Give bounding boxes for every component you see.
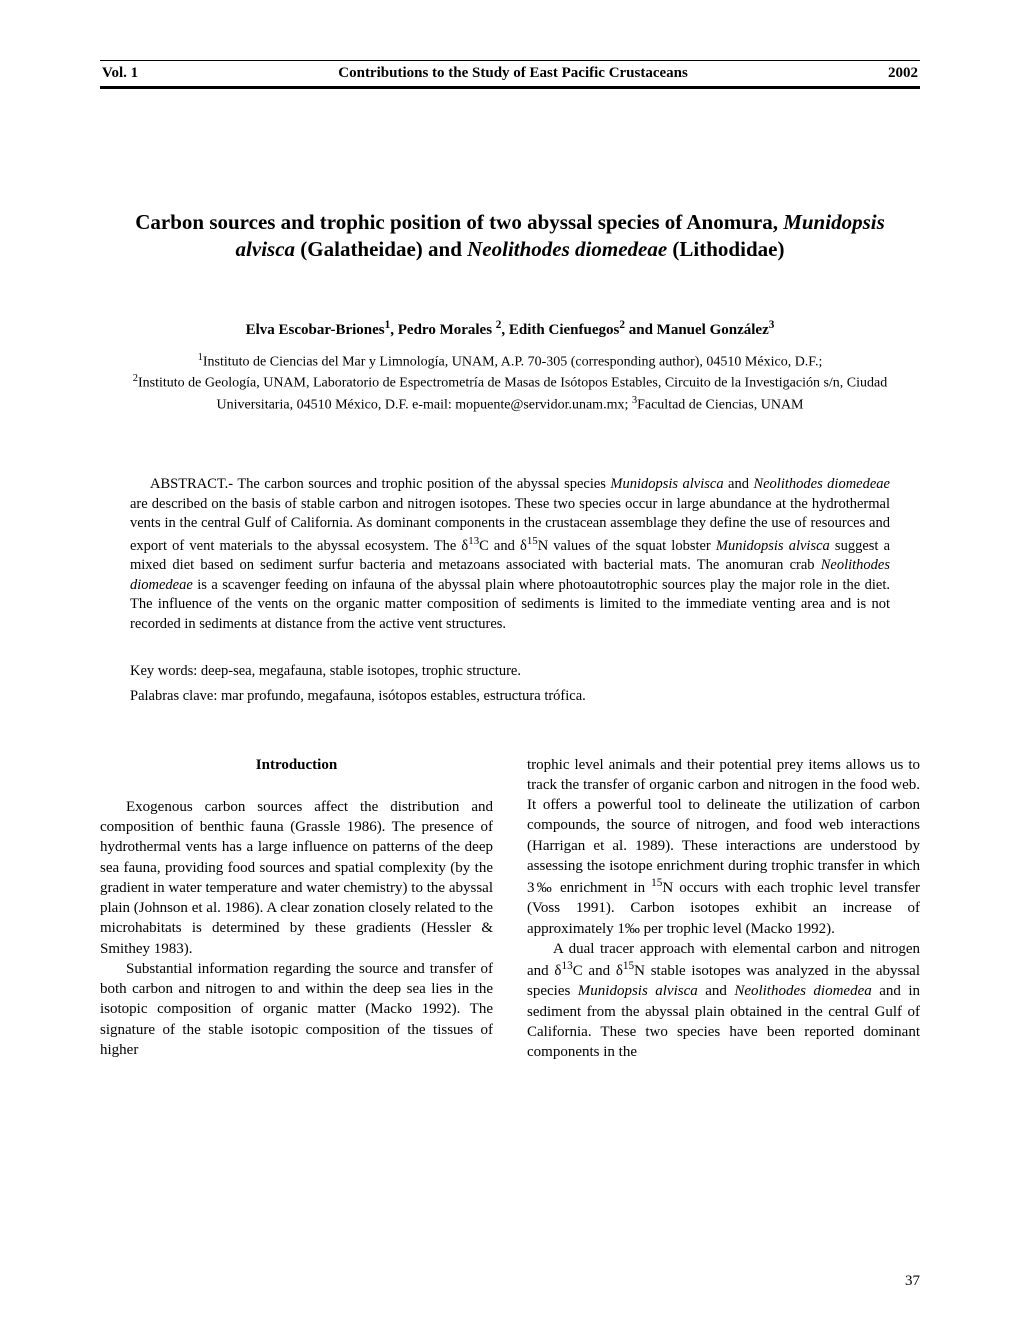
authors-line: Elva Escobar-Briones1, Pedro Morales 2, … [100,319,920,339]
r1-a: trophic level animals and their potentia… [527,757,920,897]
header-volume: Vol. 1 [102,65,138,82]
article-title: Carbon sources and trophic position of t… [100,209,920,264]
affiliations: 1Instituto de Ciencias del Mar y Limnolo… [100,351,920,416]
keywords-line: Key words: deep-sea, megafauna, stable i… [130,663,890,680]
abstract-i3: Munidopsis alvisca [716,538,830,554]
header-year: 2002 [888,65,918,82]
abstract-t4: C and δ [479,538,527,554]
palabras-line: Palabras clave: mar profundo, megafauna,… [130,688,890,705]
abstract-sup2: 15 [527,535,538,547]
abstract-sup1: 13 [468,535,479,547]
right-column: trophic level animals and their potentia… [527,755,920,1063]
title-italic-3: Neolithodes diomedeae [467,237,667,261]
author-4-sup: 3 [769,319,775,331]
author-3: , Edith Cienfuegos [501,322,619,338]
title-text-1: Carbon sources and trophic position of t… [135,210,783,234]
r2-i2: Neolithodes diomedea [734,983,871,999]
r2-s2: 15 [623,960,634,972]
running-header: Vol. 1 Contributions to the Study of Eas… [100,60,920,89]
author-1: Elva Escobar-Briones [246,322,385,338]
abstract-block: ABSTRACT.- The carbon sources and trophi… [130,475,890,634]
r2-s1: 13 [561,960,572,972]
right-para-2: A dual tracer approach with elemental ca… [527,939,920,1063]
left-column: Introduction Exogenous carbon sources af… [100,755,493,1063]
title-text-2: (Galatheidae) and [295,237,467,261]
title-italic-2: alvisca [236,237,295,261]
body-columns: Introduction Exogenous carbon sources af… [100,755,920,1063]
abstract-label: ABSTRACT.- [150,476,237,492]
abstract-i2: Neolithodes diomedeae [753,476,890,492]
page-number: 37 [905,1273,920,1290]
author-2: , Pedro Morales [390,322,496,338]
header-journal: Contributions to the Study of East Pacif… [338,65,688,82]
left-para-2: Substantial information regarding the so… [100,959,493,1060]
r1-s1: 15 [651,877,662,889]
affil-text-3: Facultad de Ciencias, UNAM [637,397,803,412]
title-text-3: (Lithodidae) [667,237,784,261]
author-4: and Manuel González [625,322,769,338]
right-para-1: trophic level animals and their potentia… [527,755,920,939]
section-heading-introduction: Introduction [100,755,493,775]
abstract-t2: and [724,476,754,492]
r2-i1: Munidopsis alvisca [578,983,698,999]
title-italic-1: Munidopsis [783,210,885,234]
abstract-t1: The carbon sources and trophic position … [237,476,610,492]
r2-d: and [698,983,735,999]
affil-text-1: Instituto de Ciencias del Mar y Limnolog… [203,354,822,369]
abstract-t5: N values of the squat lobster [538,538,716,554]
abstract-i1: Munidopsis alvisca [610,476,723,492]
r2-b: C and δ [573,963,623,979]
left-para-1: Exogenous carbon sources affect the dist… [100,797,493,959]
abstract-t7: is a scavenger feeding on infauna of the… [130,577,890,632]
